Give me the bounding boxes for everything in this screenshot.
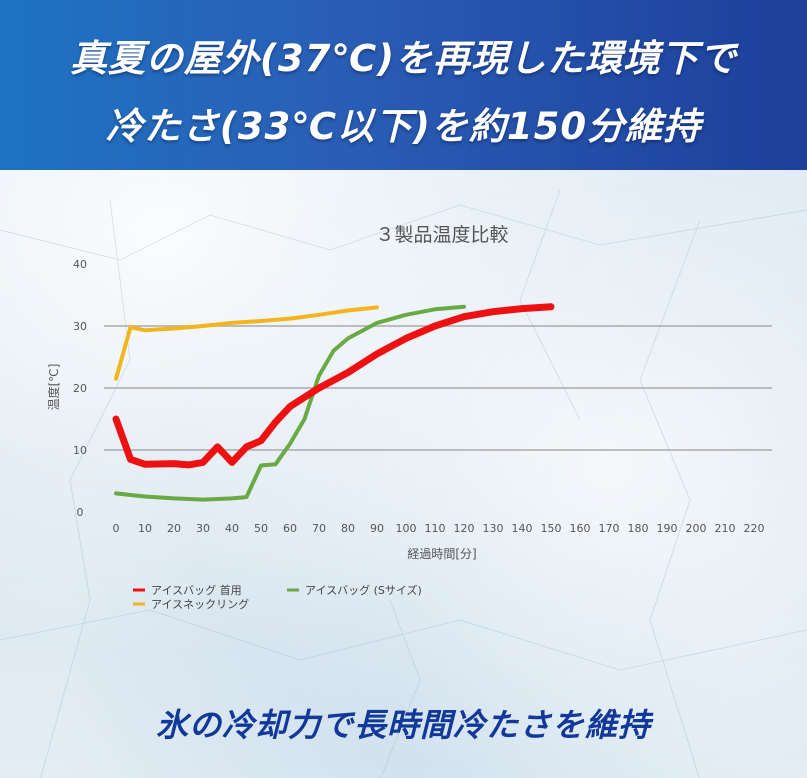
x-tick-10: 10 — [138, 522, 152, 535]
x-tick-120: 120 — [454, 522, 475, 535]
x-tick-110: 110 — [425, 522, 446, 535]
chart-grid — [104, 325, 772, 451]
x-tick-190: 190 — [657, 522, 678, 535]
y-tick-20: 20 — [73, 382, 87, 395]
series-line-2 — [114, 304, 466, 502]
legend-label-1: アイスバッグ 首用 — [151, 583, 242, 597]
headline-line-1: 真夏の屋外(37℃)を再現した環境下で — [69, 37, 738, 80]
legend-label-3: アイスネックリング — [151, 597, 249, 611]
x-tick-30: 30 — [196, 522, 210, 535]
y-tick-40: 40 — [73, 258, 87, 271]
y-tick-30: 30 — [73, 320, 87, 333]
chart-legend: アイスバッグ 首用 アイスバッグ (Sサイズ) アイスネックリング — [133, 583, 422, 611]
series-line-1 — [112, 303, 555, 469]
y-axis-ticks: 0 10 20 30 40 — [73, 258, 87, 519]
series-layer — [112, 303, 555, 502]
x-axis-label: 経過時間[分] — [407, 547, 476, 561]
x-tick-160: 160 — [570, 522, 591, 535]
series-line-3 — [114, 305, 379, 381]
x-tick-140: 140 — [512, 522, 533, 535]
x-tick-180: 180 — [628, 522, 649, 535]
x-tick-170: 170 — [599, 522, 620, 535]
x-tick-200: 200 — [686, 522, 707, 535]
x-tick-80: 80 — [341, 522, 355, 535]
x-tick-70: 70 — [312, 522, 326, 535]
x-tick-100: 100 — [396, 522, 417, 535]
y-tick-10: 10 — [73, 444, 87, 457]
x-tick-40: 40 — [225, 522, 239, 535]
x-tick-130: 130 — [483, 522, 504, 535]
temperature-chart: ３製品温度比較 0 10 20 30 40 0 10 20 30 40 50 60 70 80 90 100… — [46, 224, 772, 611]
x-axis-ticks: 0 10 20 30 40 50 60 70 80 90 100 110 120 130 140 150 160… — [113, 522, 765, 535]
headline-line-2: 冷たさ(33℃以下)を約150分維持 — [105, 105, 702, 148]
x-tick-90: 90 — [370, 522, 384, 535]
x-tick-220: 220 — [744, 522, 765, 535]
y-tick-0: 0 — [77, 506, 84, 519]
x-tick-150: 150 — [541, 522, 562, 535]
x-tick-0: 0 — [113, 522, 120, 535]
legend-label-2: アイスバッグ (Sサイズ) — [305, 583, 422, 597]
tagline: 氷の冷却力で長時間冷たさを維持 — [155, 706, 651, 744]
chart-title: ３製品温度比較 — [375, 224, 508, 246]
x-tick-20: 20 — [167, 522, 181, 535]
x-tick-50: 50 — [254, 522, 268, 535]
header-banner — [0, 0, 807, 170]
y-axis-label: 温度[℃] — [46, 364, 61, 411]
x-tick-210: 210 — [715, 522, 736, 535]
x-tick-60: 60 — [283, 522, 297, 535]
